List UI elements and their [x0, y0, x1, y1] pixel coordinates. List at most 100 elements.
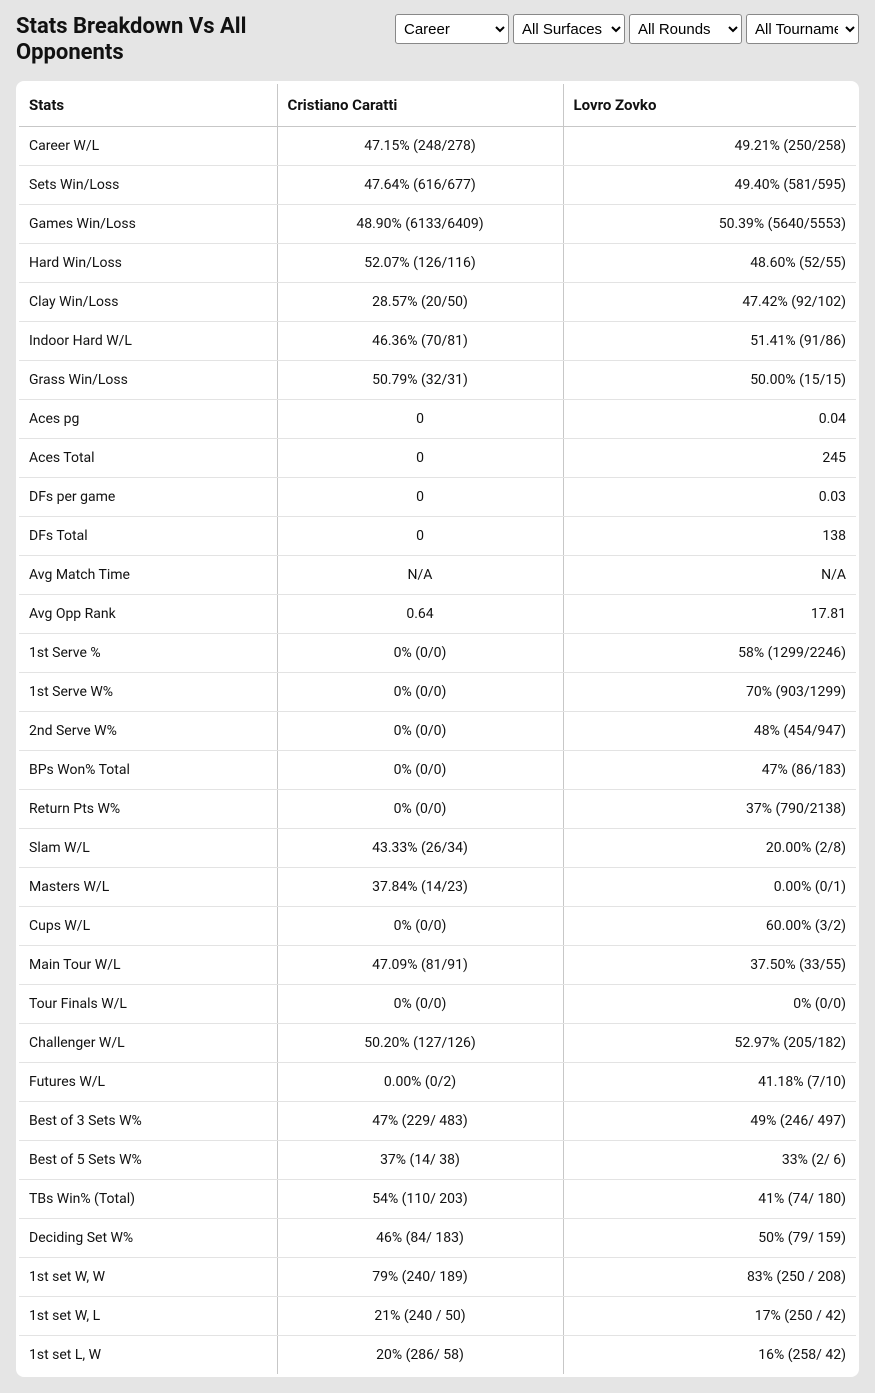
stat-label: 2nd Serve W% — [19, 711, 277, 750]
header-row: Stats Breakdown Vs All Opponents Career … — [0, 0, 875, 81]
player1-value: 0 — [277, 477, 563, 516]
table-row: 1st Serve %0% (0/0)58% (1299/2246) — [19, 633, 856, 672]
stat-label: Main Tour W/L — [19, 945, 277, 984]
player2-value: 58% (1299/2246) — [563, 633, 856, 672]
table-row: Aces pg00.04 — [19, 399, 856, 438]
player1-value: 48.90% (6133/6409) — [277, 204, 563, 243]
stat-label: Avg Opp Rank — [19, 594, 277, 633]
stat-label: 1st Serve % — [19, 633, 277, 672]
stat-label: Hard Win/Loss — [19, 243, 277, 282]
player2-value: 48% (454/947) — [563, 711, 856, 750]
player1-value: 0 — [277, 438, 563, 477]
table-row: TBs Win% (Total)54% (110/ 203)41% (74/ 1… — [19, 1179, 856, 1218]
stat-label: Slam W/L — [19, 828, 277, 867]
player2-value: 0% (0/0) — [563, 984, 856, 1023]
player2-value: 33% (2/ 6) — [563, 1140, 856, 1179]
table-row: Avg Match TimeN/AN/A — [19, 555, 856, 594]
table-row: DFs Total0138 — [19, 516, 856, 555]
player1-value: 47.15% (248/278) — [277, 126, 563, 165]
table-row: Challenger W/L50.20% (127/126)52.97% (20… — [19, 1023, 856, 1062]
table-row: Hard Win/Loss52.07% (126/116)48.60% (52/… — [19, 243, 856, 282]
player1-value: 0.64 — [277, 594, 563, 633]
stat-label: BPs Won% Total — [19, 750, 277, 789]
player1-value: 0% (0/0) — [277, 750, 563, 789]
player1-value: 47.64% (616/677) — [277, 165, 563, 204]
table-row: Slam W/L43.33% (26/34)20.00% (2/8) — [19, 828, 856, 867]
table-row: Masters W/L37.84% (14/23)0.00% (0/1) — [19, 867, 856, 906]
player1-value: 21% (240 / 50) — [277, 1296, 563, 1335]
table-row: Career W/L47.15% (248/278)49.21% (250/25… — [19, 126, 856, 165]
table-row: 1st set L, W20% (286/ 58)16% (258/ 42) — [19, 1335, 856, 1374]
player2-value: 0.04 — [563, 399, 856, 438]
stat-label: Cups W/L — [19, 906, 277, 945]
player2-value: 0.00% (0/1) — [563, 867, 856, 906]
column-header-stats: Stats — [19, 84, 277, 127]
player2-value: 51.41% (91/86) — [563, 321, 856, 360]
table-row: Cups W/L0% (0/0)60.00% (3/2) — [19, 906, 856, 945]
stat-label: Indoor Hard W/L — [19, 321, 277, 360]
player2-value: 49% (246/ 497) — [563, 1101, 856, 1140]
player1-value: 0% (0/0) — [277, 633, 563, 672]
player1-value: 43.33% (26/34) — [277, 828, 563, 867]
player1-value: 0% (0/0) — [277, 711, 563, 750]
stat-label: Career W/L — [19, 126, 277, 165]
player2-value: 41.18% (7/10) — [563, 1062, 856, 1101]
table-row: Best of 5 Sets W%37% (14/ 38)33% (2/ 6) — [19, 1140, 856, 1179]
table-row: Best of 3 Sets W%47% (229/ 483)49% (246/… — [19, 1101, 856, 1140]
stat-label: Return Pts W% — [19, 789, 277, 828]
table-row: Clay Win/Loss28.57% (20/50)47.42% (92/10… — [19, 282, 856, 321]
player1-value: 47.09% (81/91) — [277, 945, 563, 984]
career-select[interactable]: Career — [395, 14, 509, 44]
table-row: 1st set W, L21% (240 / 50)17% (250 / 42) — [19, 1296, 856, 1335]
player1-value: 0 — [277, 399, 563, 438]
table-header-row: Stats Cristiano Caratti Lovro Zovko — [19, 84, 856, 127]
surface-select[interactable]: All Surfaces — [513, 14, 625, 44]
stats-table-body: Career W/L47.15% (248/278)49.21% (250/25… — [19, 126, 856, 1374]
table-row: DFs per game00.03 — [19, 477, 856, 516]
rounds-select[interactable]: All Rounds — [629, 14, 742, 44]
player2-value: 245 — [563, 438, 856, 477]
player2-value: 83% (250 / 208) — [563, 1257, 856, 1296]
stat-label: 1st set W, W — [19, 1257, 277, 1296]
player2-value: 138 — [563, 516, 856, 555]
tournaments-select[interactable]: All Tournaments — [746, 14, 859, 44]
player2-value: 50% (79/ 159) — [563, 1218, 856, 1257]
stat-label: Best of 3 Sets W% — [19, 1101, 277, 1140]
player1-value: 50.79% (32/31) — [277, 360, 563, 399]
player1-value: 0% (0/0) — [277, 789, 563, 828]
stat-label: Games Win/Loss — [19, 204, 277, 243]
player2-value: 48.60% (52/55) — [563, 243, 856, 282]
player1-value: 54% (110/ 203) — [277, 1179, 563, 1218]
player2-value: 47% (86/183) — [563, 750, 856, 789]
player2-value: 37.50% (33/55) — [563, 945, 856, 984]
player1-value: 20% (286/ 58) — [277, 1335, 563, 1374]
player2-value: 49.40% (581/595) — [563, 165, 856, 204]
table-row: Futures W/L0.00% (0/2)41.18% (7/10) — [19, 1062, 856, 1101]
player1-value: 0% (0/0) — [277, 984, 563, 1023]
player2-value: 17.81 — [563, 594, 856, 633]
player1-value: 79% (240/ 189) — [277, 1257, 563, 1296]
stat-label: TBs Win% (Total) — [19, 1179, 277, 1218]
table-row: Sets Win/Loss47.64% (616/677)49.40% (581… — [19, 165, 856, 204]
stat-label: Grass Win/Loss — [19, 360, 277, 399]
stat-label: Tour Finals W/L — [19, 984, 277, 1023]
stat-label: Challenger W/L — [19, 1023, 277, 1062]
table-row: 1st Serve W%0% (0/0)70% (903/1299) — [19, 672, 856, 711]
table-row: Main Tour W/L47.09% (81/91)37.50% (33/55… — [19, 945, 856, 984]
stat-label: 1st set L, W — [19, 1335, 277, 1374]
column-header-player2: Lovro Zovko — [563, 84, 856, 127]
stats-table: Stats Cristiano Caratti Lovro Zovko Care… — [19, 84, 856, 1374]
player2-value: 16% (258/ 42) — [563, 1335, 856, 1374]
player1-value: 0% (0/0) — [277, 672, 563, 711]
stat-label: Avg Match Time — [19, 555, 277, 594]
player2-value: 37% (790/2138) — [563, 789, 856, 828]
table-row: Aces Total0245 — [19, 438, 856, 477]
player2-value: N/A — [563, 555, 856, 594]
player1-value: 47% (229/ 483) — [277, 1101, 563, 1140]
stat-label: Masters W/L — [19, 867, 277, 906]
player2-value: 60.00% (3/2) — [563, 906, 856, 945]
table-row: Indoor Hard W/L46.36% (70/81)51.41% (91/… — [19, 321, 856, 360]
player1-value: 46.36% (70/81) — [277, 321, 563, 360]
table-row: Tour Finals W/L0% (0/0)0% (0/0) — [19, 984, 856, 1023]
table-row: Deciding Set W%46% (84/ 183)50% (79/ 159… — [19, 1218, 856, 1257]
